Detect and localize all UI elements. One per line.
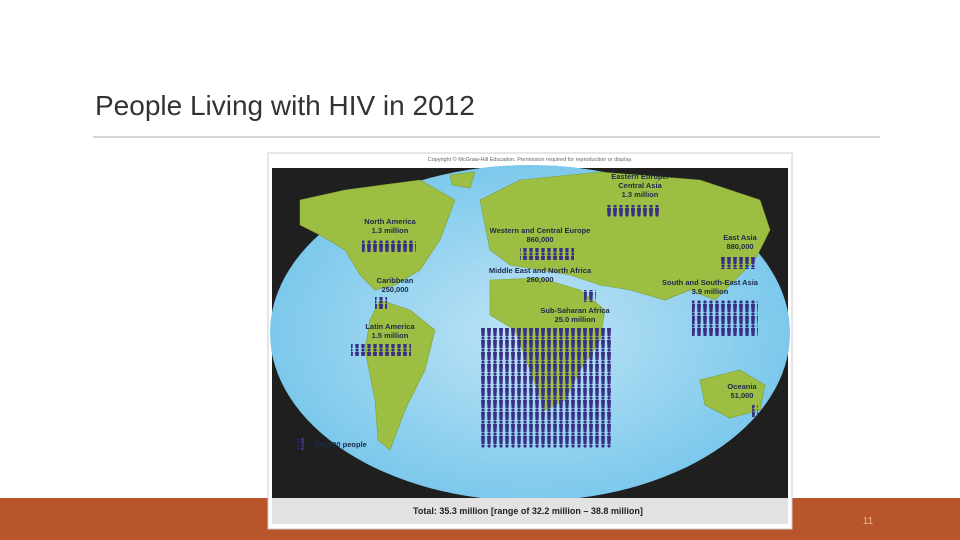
icons-west-europe bbox=[520, 248, 574, 260]
region-name: Eastern Europe/ bbox=[611, 172, 669, 181]
legend-text: = 100,000 people bbox=[307, 440, 367, 449]
region-name: Central Asia bbox=[618, 181, 662, 190]
region-name: Middle East and North Africa bbox=[489, 266, 592, 275]
region-value: 51,000 bbox=[731, 391, 754, 400]
icons-south-asia bbox=[692, 300, 758, 336]
icons-latin-america bbox=[351, 344, 411, 356]
region-value: 1.5 million bbox=[372, 331, 409, 340]
icons-oceania bbox=[752, 405, 758, 417]
page-number: 11 bbox=[863, 516, 874, 527]
icons-east-asia bbox=[720, 257, 756, 269]
region-name: North America bbox=[364, 217, 416, 226]
legend-icon bbox=[298, 438, 304, 450]
region-name: Oceania bbox=[727, 382, 757, 391]
map-figure: Copyright © McGraw-Hill Education. Permi… bbox=[267, 152, 793, 530]
region-name: Sub-Saharan Africa bbox=[540, 306, 610, 315]
region-name: Caribbean bbox=[377, 276, 414, 285]
region-value: 1.3 million bbox=[622, 190, 659, 199]
icons-mena bbox=[584, 290, 596, 302]
total: Total: 35.3 million [range of 32.2 milli… bbox=[413, 506, 643, 516]
region-name: Latin America bbox=[365, 322, 415, 331]
icons-caribbean bbox=[375, 297, 387, 309]
region-value: 3.9 million bbox=[692, 287, 729, 296]
region-value: 25.0 million bbox=[555, 315, 596, 324]
region-value: 1.3 million bbox=[372, 226, 409, 235]
icons-sub-saharan bbox=[480, 328, 612, 448]
region-value: 260,000 bbox=[526, 275, 553, 284]
region-name: East Asia bbox=[723, 233, 757, 242]
icons-east-europe bbox=[605, 205, 659, 217]
slide-title: People Living with HIV in 2012 bbox=[95, 90, 475, 121]
copyright: Copyright © McGraw-Hill Education. Permi… bbox=[428, 156, 633, 163]
total-strip bbox=[272, 498, 788, 524]
region-name: Western and Central Europe bbox=[490, 226, 591, 235]
region-name: South and South-East Asia bbox=[662, 278, 759, 287]
icons-north-america bbox=[362, 240, 416, 252]
region-value: 860,000 bbox=[526, 235, 553, 244]
region-value: 250,000 bbox=[381, 285, 408, 294]
region-value: 880,000 bbox=[726, 242, 753, 251]
